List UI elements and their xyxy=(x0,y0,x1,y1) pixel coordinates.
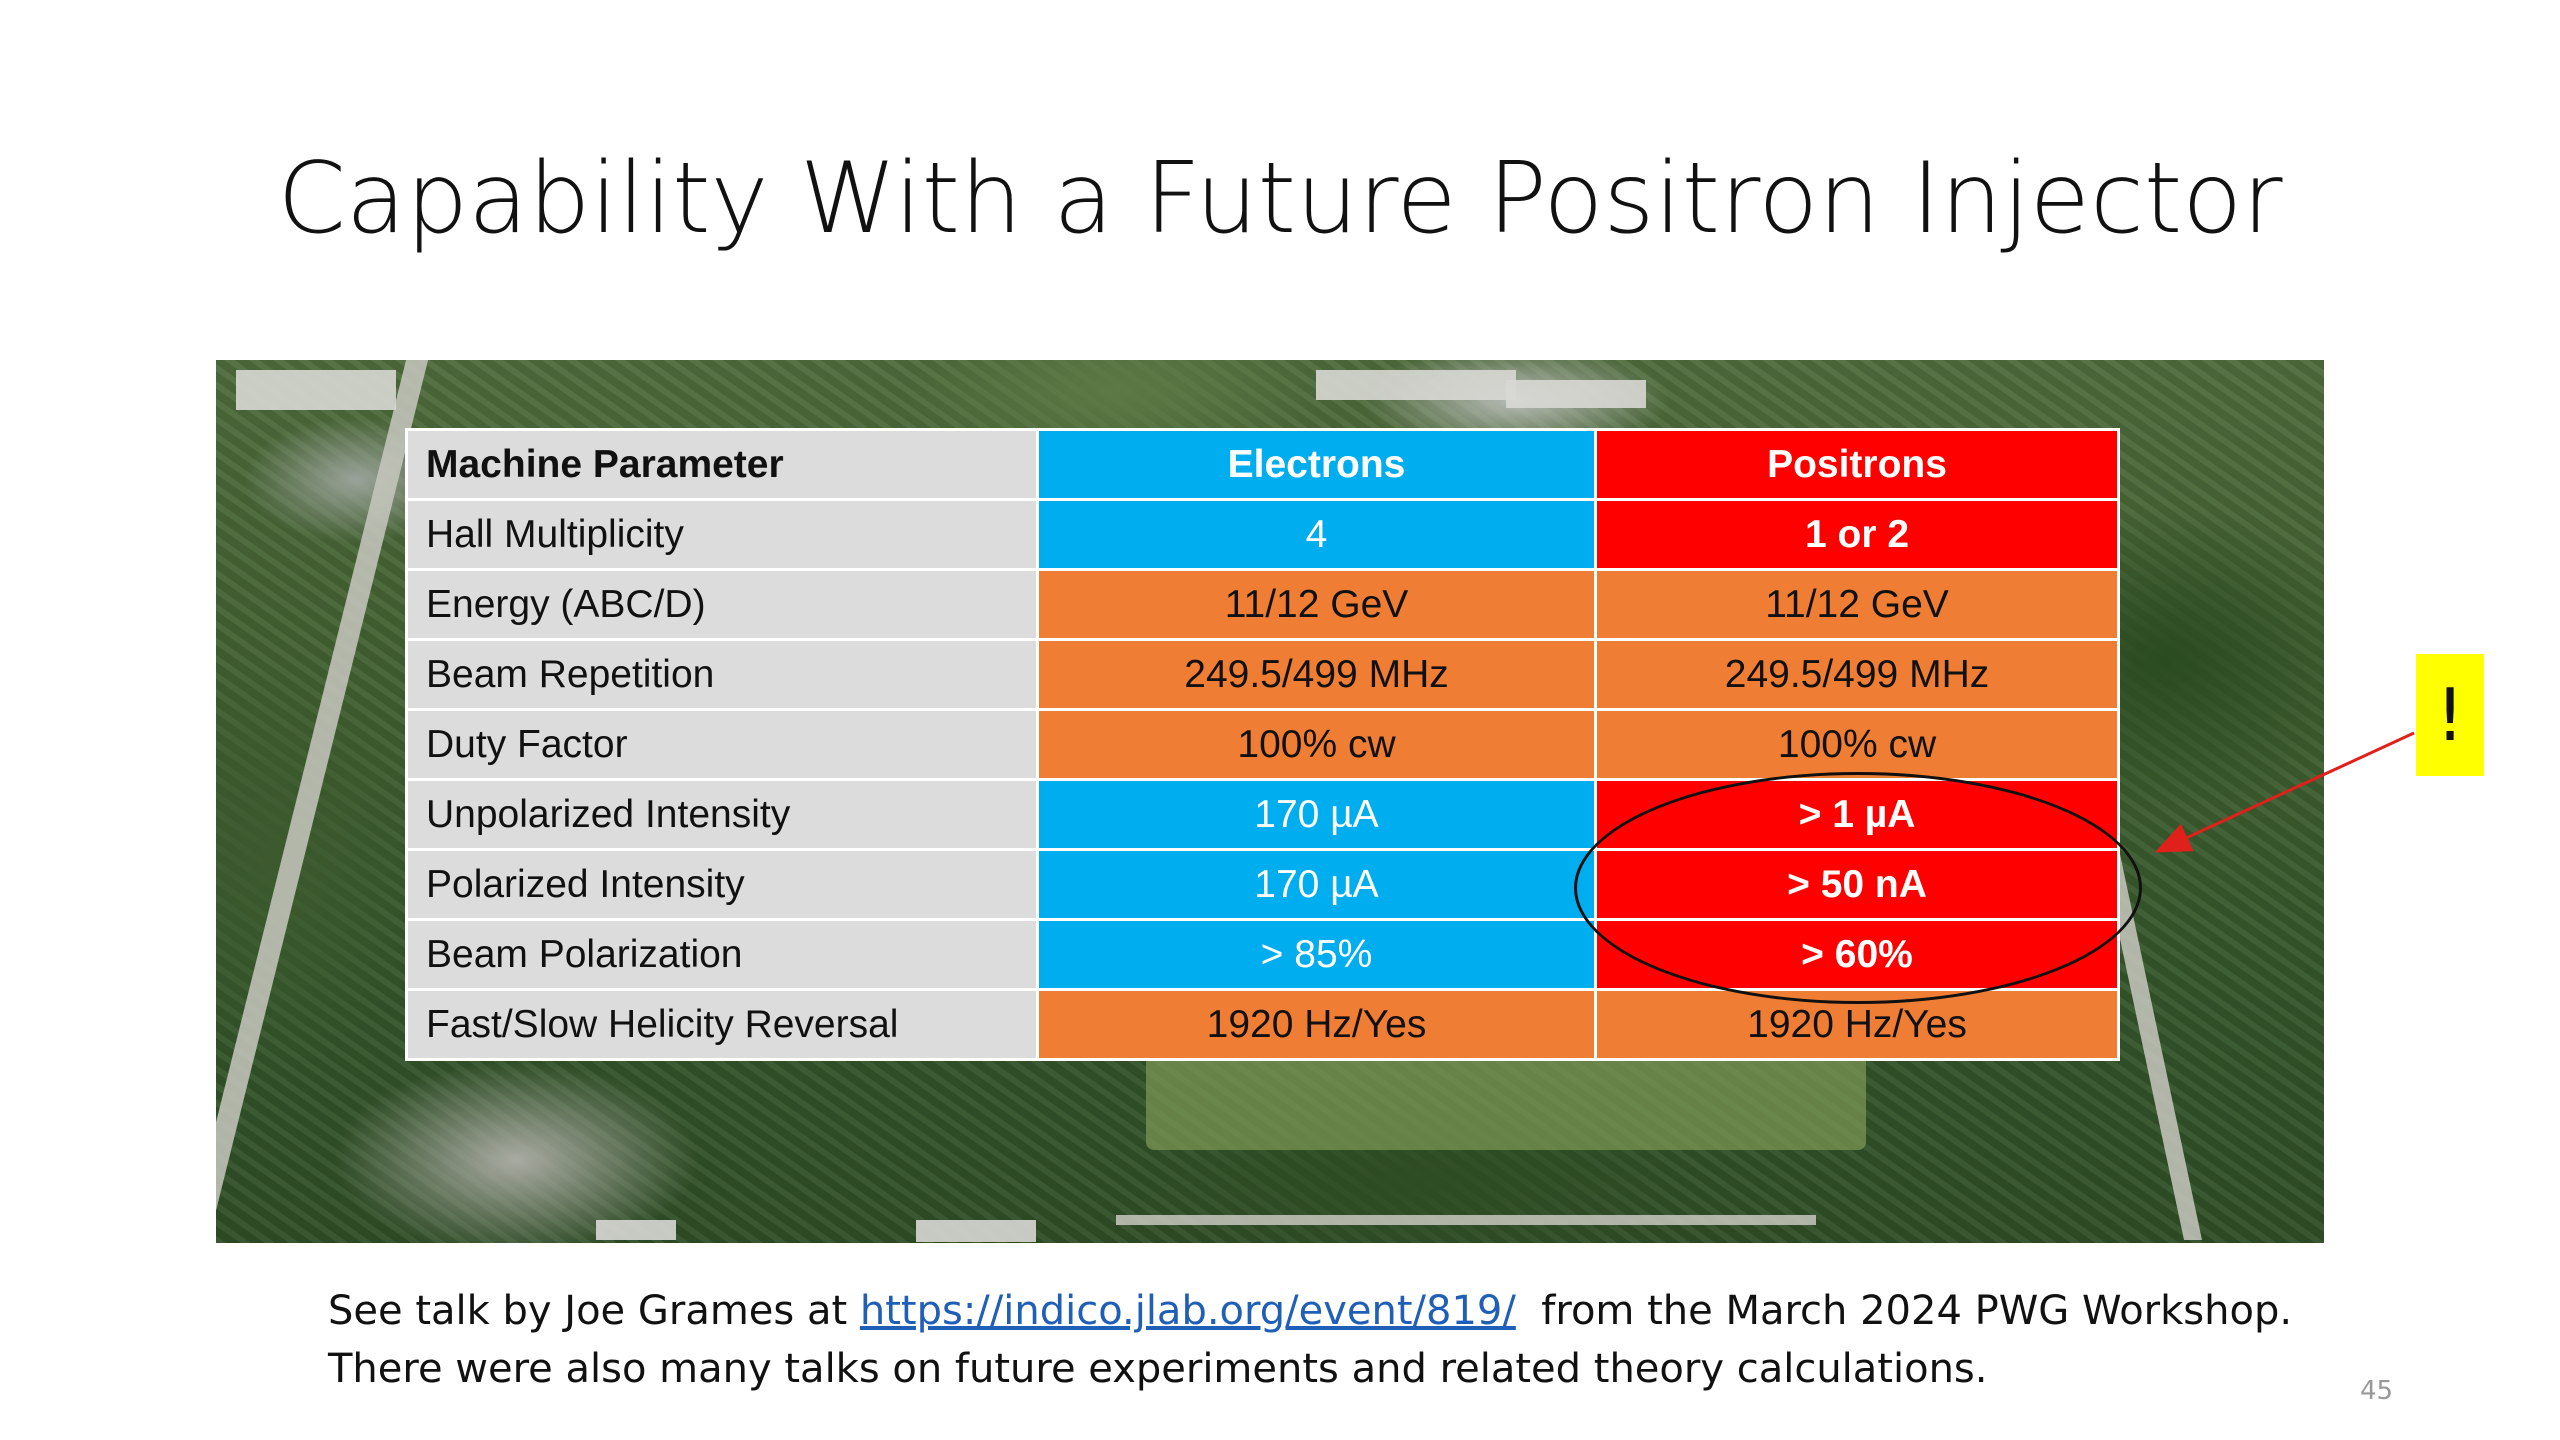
table-row: Polarized Intensity 170 µA > 50 nA xyxy=(405,848,2120,921)
table-row: Beam Polarization > 85% > 60% xyxy=(405,918,2120,991)
parameter-cell: Fast/Slow Helicity Reversal xyxy=(405,988,1039,1061)
exclamation-callout: ! xyxy=(2416,654,2484,776)
footer-line-2: There were also many talks on future exp… xyxy=(328,1346,1988,1392)
electrons-cell: 4 xyxy=(1036,498,1597,571)
electrons-cell: 170 µA xyxy=(1036,848,1597,921)
parameter-cell: Unpolarized Intensity xyxy=(405,778,1039,851)
positrons-cell: 249.5/499 MHz xyxy=(1594,638,2120,711)
parameter-cell: Beam Repetition xyxy=(405,638,1039,711)
electrons-cell: 170 µA xyxy=(1036,778,1597,851)
footer-line-1: See talk by Joe Grames at https://indico… xyxy=(328,1282,2428,1340)
slide-title: Capability With a Future Positron Inject… xyxy=(277,142,2283,256)
table-row: Fast/Slow Helicity Reversal 1920 Hz/Yes … xyxy=(405,988,2120,1061)
electrons-cell: 11/12 GeV xyxy=(1036,568,1597,641)
parameter-cell: Energy (ABC/D) xyxy=(405,568,1039,641)
parameter-cell: Beam Polarization xyxy=(405,918,1039,991)
page-number: 45 xyxy=(2360,1376,2394,1406)
positrons-cell: > 50 nA xyxy=(1594,848,2120,921)
header-machine-parameter: Machine Parameter xyxy=(405,428,1039,501)
positrons-cell: 1 or 2 xyxy=(1594,498,2120,571)
table-row: Energy (ABC/D) 11/12 GeV 11/12 GeV xyxy=(405,568,2120,641)
parameter-cell: Hall Multiplicity xyxy=(405,498,1039,571)
electrons-cell: > 85% xyxy=(1036,918,1597,991)
table-row: Beam Repetition 249.5/499 MHz 249.5/499 … xyxy=(405,638,2120,711)
positrons-cell: 11/12 GeV xyxy=(1594,568,2120,641)
parameter-cell: Duty Factor xyxy=(405,708,1039,781)
indico-link[interactable]: https://indico.jlab.org/event/819/ xyxy=(859,1288,1516,1334)
table-row: Duty Factor 100% cw 100% cw xyxy=(405,708,2120,781)
machine-parameter-table: Machine Parameter Electrons Positrons Ha… xyxy=(405,428,2120,1061)
header-electrons: Electrons xyxy=(1036,428,1597,501)
header-positrons: Positrons xyxy=(1594,428,2120,501)
electrons-cell: 100% cw xyxy=(1036,708,1597,781)
positrons-cell: > 1 µA xyxy=(1594,778,2120,851)
footer-text: See talk by Joe Grames at https://indico… xyxy=(328,1282,2428,1398)
positrons-cell: > 60% xyxy=(1594,918,2120,991)
table-row: Hall Multiplicity 4 1 or 2 xyxy=(405,498,2120,571)
parameter-cell: Polarized Intensity xyxy=(405,848,1039,921)
table-header-row: Machine Parameter Electrons Positrons xyxy=(405,428,2120,501)
electrons-cell: 249.5/499 MHz xyxy=(1036,638,1597,711)
positrons-cell: 100% cw xyxy=(1594,708,2120,781)
footer-text-after-link: from the March 2024 PWG Workshop. xyxy=(1515,1288,2293,1334)
positrons-cell: 1920 Hz/Yes xyxy=(1594,988,2120,1061)
electrons-cell: 1920 Hz/Yes xyxy=(1036,988,1597,1061)
table-row: Unpolarized Intensity 170 µA > 1 µA xyxy=(405,778,2120,851)
footer-text-before-link: See talk by Joe Grames at xyxy=(328,1288,860,1334)
